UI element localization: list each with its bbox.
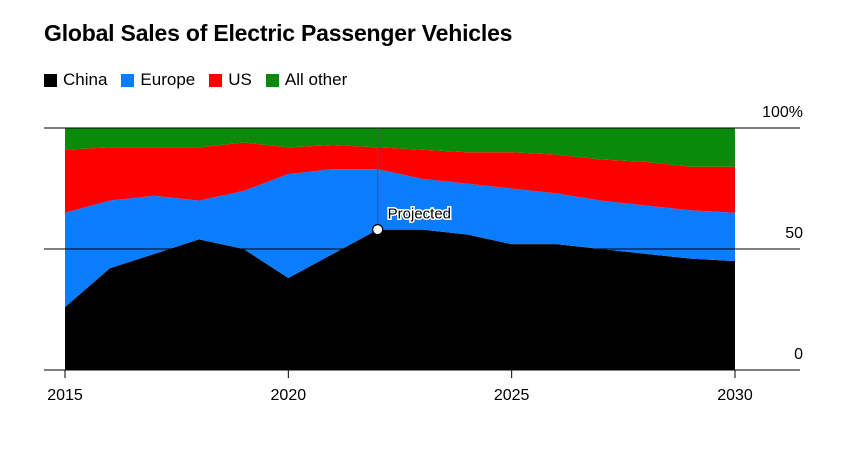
x-tick-label-2030: 2030 bbox=[717, 387, 753, 404]
legend: China Europe US All other bbox=[44, 70, 361, 90]
legend-swatch-us bbox=[209, 73, 223, 87]
chart-title: Global Sales of Electric Passenger Vehic… bbox=[44, 20, 513, 46]
legend-label-europe: Europe bbox=[140, 70, 196, 89]
legend-label-us: US bbox=[228, 70, 252, 89]
area-us bbox=[65, 142, 735, 213]
legend-label-china: China bbox=[63, 70, 108, 89]
projection-marker bbox=[372, 224, 384, 236]
area-all-other bbox=[65, 128, 735, 167]
x-tick-label-2015: 2015 bbox=[47, 387, 83, 404]
legend-item-china: China bbox=[44, 70, 107, 90]
projection-label: Projected bbox=[388, 206, 451, 223]
legend-swatch-all-other bbox=[265, 73, 279, 87]
legend-item-us: US bbox=[209, 70, 252, 90]
legend-label-all-other: All other bbox=[284, 70, 348, 89]
x-tick-label-2025: 2025 bbox=[494, 387, 530, 404]
area-europe bbox=[65, 169, 735, 308]
y-tick-label-100: 100% bbox=[762, 104, 803, 121]
area-china bbox=[65, 229, 735, 370]
y-tick-label-0: 0 bbox=[794, 346, 803, 363]
legend-swatch-europe bbox=[121, 73, 135, 87]
legend-item-all-other: All other bbox=[265, 70, 348, 90]
y-tick-label-50: 50 bbox=[785, 225, 803, 242]
legend-item-europe: Europe bbox=[121, 70, 195, 90]
legend-swatch-china bbox=[44, 73, 57, 87]
x-tick-label-2020: 2020 bbox=[271, 387, 307, 404]
